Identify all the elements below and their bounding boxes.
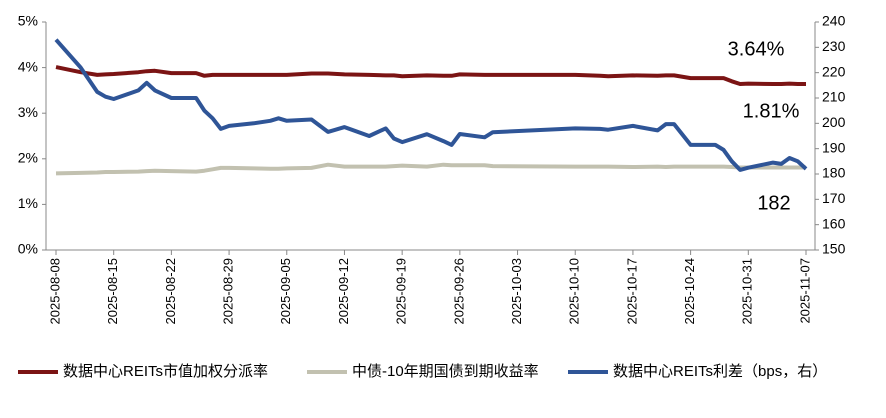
- x-tick-label: 2025-08-29: [221, 258, 236, 325]
- legend-label: 数据中心REITs利差（bps，右）: [613, 363, 827, 380]
- series-line: [55, 65, 806, 86]
- series-line: [54, 38, 808, 172]
- y2-tick-label: 200: [822, 114, 846, 130]
- x-tick-label: 2025-08-08: [47, 258, 62, 325]
- y-tick-label: 3%: [18, 104, 38, 120]
- end-label: 182: [757, 192, 790, 214]
- series-line: [55, 162, 806, 176]
- x-tick-label: 2025-08-22: [163, 258, 178, 325]
- y-tick-label: 2%: [18, 150, 38, 166]
- legend-label: 中债-10年期国债到期收益率: [352, 363, 539, 380]
- x-tick-label: 2025-11-07: [797, 258, 812, 324]
- x-tick-label: 2025-10-24: [682, 258, 697, 325]
- y-tick-label: 4%: [18, 58, 38, 74]
- y-tick-label: 1%: [18, 195, 38, 211]
- y-tick-label: 5%: [18, 13, 38, 29]
- x-tick-label: 2025-10-03: [509, 258, 524, 325]
- y-tick-label: 0%: [18, 241, 38, 257]
- y2-tick-label: 170: [822, 190, 846, 206]
- x-tick-label: 2025-09-05: [278, 258, 293, 325]
- y2-tick-label: 150: [822, 241, 846, 257]
- y2-tick-label: 210: [822, 89, 846, 105]
- x-tick-label: 2025-09-19: [394, 258, 409, 325]
- y2-tick-label: 240: [822, 13, 846, 29]
- x-tick-label: 2025-09-12: [336, 258, 351, 325]
- y2-tick-label: 220: [822, 63, 846, 79]
- end-label: 3.64%: [728, 38, 785, 60]
- legend-label: 数据中心REITs市值加权分派率: [63, 363, 268, 380]
- x-tick-label: 2025-10-17: [624, 258, 639, 325]
- x-tick-label: 2025-10-31: [740, 258, 755, 325]
- y2-tick-label: 230: [822, 38, 846, 54]
- y2-tick-label: 180: [822, 165, 846, 181]
- x-tick-label: 2025-08-15: [105, 258, 120, 325]
- end-label: 1.81%: [743, 100, 800, 122]
- x-tick-label: 2025-09-26: [451, 258, 466, 325]
- y2-tick-label: 160: [822, 215, 846, 231]
- y2-tick-label: 190: [822, 139, 846, 155]
- x-tick-label: 2025-10-10: [567, 258, 582, 325]
